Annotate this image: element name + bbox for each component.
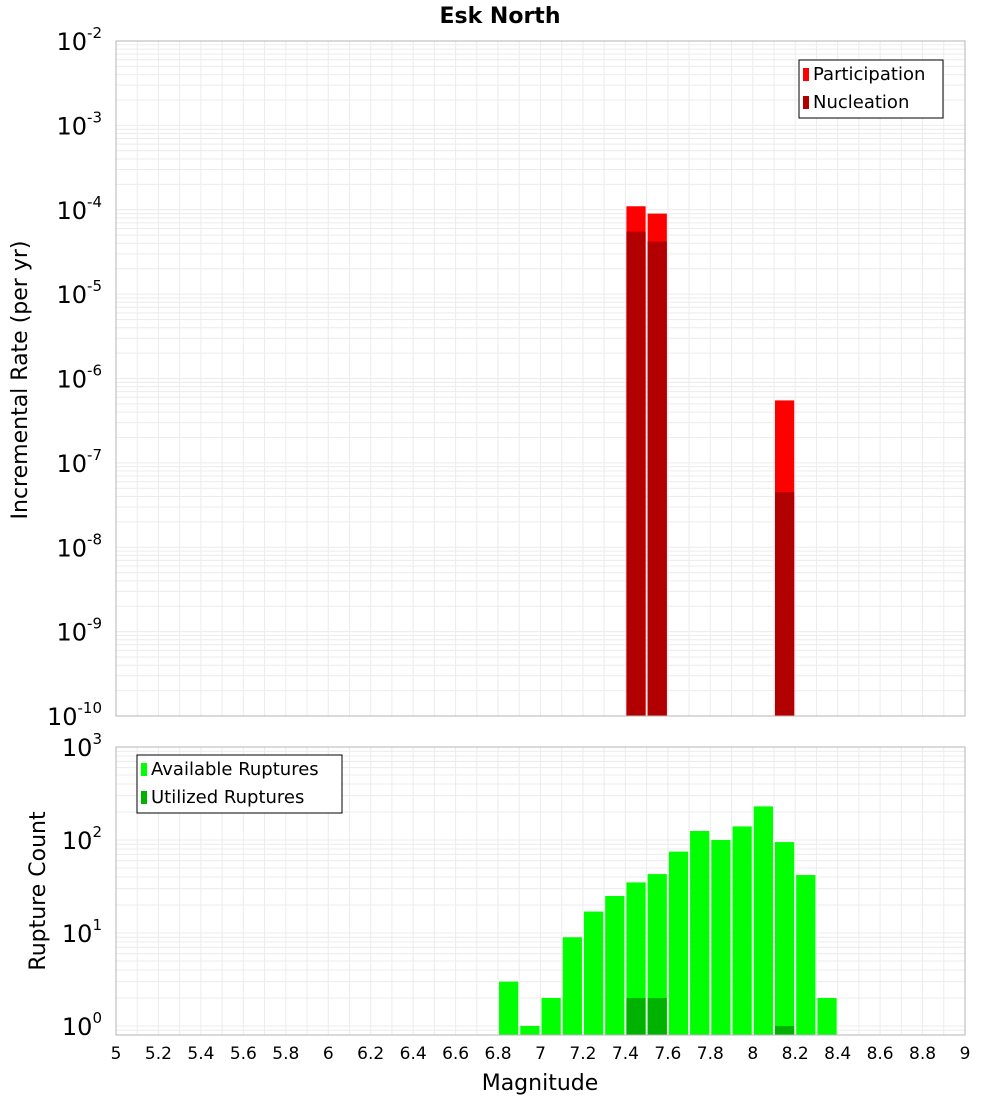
bottom-bar-available-ruptures bbox=[499, 981, 519, 1035]
bottom-plot-frame bbox=[115, 746, 966, 1036]
top-legend-label: Nucleation bbox=[813, 92, 909, 113]
x-tick-label: 7 bbox=[535, 1044, 546, 1064]
bottom-legend-label: Utilized Ruptures bbox=[151, 787, 304, 808]
bottom-bar-available-ruptures bbox=[562, 937, 582, 1035]
bottom-bar-utilized-ruptures bbox=[626, 997, 646, 1035]
bottom-bar-available-ruptures bbox=[796, 875, 816, 1035]
top-bar-nucleation bbox=[647, 241, 667, 717]
bottom-legend-label: Available Ruptures bbox=[151, 759, 319, 780]
x-tick-label: 7.4 bbox=[612, 1044, 639, 1064]
x-tick-label: 5.6 bbox=[230, 1044, 257, 1064]
bottom-panel: 100 101 102 103 Available Ruptures Utilized R… bbox=[62, 730, 966, 1041]
top-legend-swatch bbox=[803, 68, 809, 81]
bottom-bar-utilized-ruptures bbox=[647, 997, 667, 1035]
x-tick-label: 6.8 bbox=[485, 1044, 512, 1064]
top-legend-swatch bbox=[803, 96, 809, 109]
bottom-legend-swatch bbox=[141, 763, 147, 776]
top-y-tick-label: 10-3 bbox=[56, 108, 102, 140]
x-tick-label: 5 bbox=[111, 1044, 122, 1064]
x-tick-label: 7.6 bbox=[654, 1044, 681, 1064]
bottom-y-tick-label: 103 bbox=[62, 730, 102, 762]
bottom-legend-box bbox=[136, 754, 343, 814]
x-tick-label: 5.2 bbox=[145, 1044, 172, 1064]
top-y-tick-label: 10-9 bbox=[56, 615, 102, 647]
top-legend-box bbox=[798, 59, 944, 119]
top-y-tick-label: 10-5 bbox=[56, 277, 102, 309]
bottom-bar-available-ruptures bbox=[647, 874, 667, 1035]
x-tick-label: 5.4 bbox=[187, 1044, 214, 1064]
bottom-y-tick-label: 101 bbox=[62, 916, 102, 948]
x-tick-label: 9 bbox=[960, 1044, 971, 1064]
top-bar-nucleation bbox=[626, 231, 646, 716]
bottom-bar-available-ruptures bbox=[753, 806, 773, 1035]
x-tick-label: 8.6 bbox=[867, 1044, 894, 1064]
x-tick-label: 7.2 bbox=[569, 1044, 596, 1064]
top-y-axis-label: Incremental Rate (per yr) bbox=[8, 241, 33, 520]
x-tick-label: 8.4 bbox=[824, 1044, 851, 1064]
x-tick-label: 6 bbox=[323, 1044, 334, 1064]
bottom-bar-available-ruptures bbox=[626, 882, 646, 1035]
bottom-bar-available-ruptures bbox=[774, 842, 795, 1035]
top-y-tick-label: 10-6 bbox=[56, 362, 102, 394]
bottom-legend-swatch bbox=[141, 791, 147, 804]
top-bar-nucleation bbox=[774, 492, 795, 716]
bottom-y-tick-label: 100 bbox=[62, 1009, 102, 1041]
top-legend-label: Participation bbox=[813, 64, 925, 85]
x-tick-label: 8 bbox=[747, 1044, 758, 1064]
chart-title: Esk North bbox=[440, 4, 561, 29]
top-y-tick-label: 10-10 bbox=[47, 699, 102, 731]
top-legend: Participation Nucleation bbox=[798, 59, 944, 119]
bottom-bar-available-ruptures bbox=[668, 851, 689, 1035]
bottom-bar-available-ruptures bbox=[732, 826, 752, 1035]
bottom-bar-available-ruptures bbox=[583, 911, 604, 1035]
top-y-tick-label: 10-4 bbox=[56, 193, 102, 225]
bottom-bar-available-ruptures bbox=[711, 839, 731, 1035]
x-tick-label: 8.2 bbox=[782, 1044, 809, 1064]
top-panel: 10-10 10-9 10-8 10-7 10-6 10-5 10-4 10-3 10-2 Par… bbox=[47, 24, 966, 731]
top-plot-frame bbox=[115, 40, 966, 717]
top-y-tick-label: 10-8 bbox=[56, 530, 102, 562]
bottom-bar-available-ruptures bbox=[541, 997, 561, 1035]
x-axis-label: Magnitude bbox=[482, 1071, 599, 1096]
x-tick-label: 7.8 bbox=[697, 1044, 724, 1064]
top-y-tick-label: 10-7 bbox=[56, 446, 102, 478]
x-tick-label: 5.8 bbox=[272, 1044, 299, 1064]
bottom-legend: Available Ruptures Utilized Ruptures bbox=[136, 754, 343, 814]
x-tick-label: 8.8 bbox=[909, 1044, 936, 1064]
x-tick-label: 6.6 bbox=[442, 1044, 469, 1064]
bottom-bar-available-ruptures bbox=[690, 830, 710, 1035]
bottom-bar-available-ruptures bbox=[605, 895, 625, 1035]
bottom-y-tick-label: 102 bbox=[62, 823, 102, 855]
bottom-y-axis-label: Rupture Count bbox=[26, 811, 51, 971]
bottom-bar-available-ruptures bbox=[817, 997, 837, 1035]
x-tick-label: 6.4 bbox=[400, 1044, 427, 1064]
top-y-tick-label: 10-2 bbox=[56, 24, 102, 56]
bottom-bar-utilized-ruptures bbox=[774, 1025, 795, 1035]
bottom-bar-available-ruptures bbox=[520, 1025, 540, 1035]
x-tick-label: 6.2 bbox=[357, 1044, 384, 1064]
